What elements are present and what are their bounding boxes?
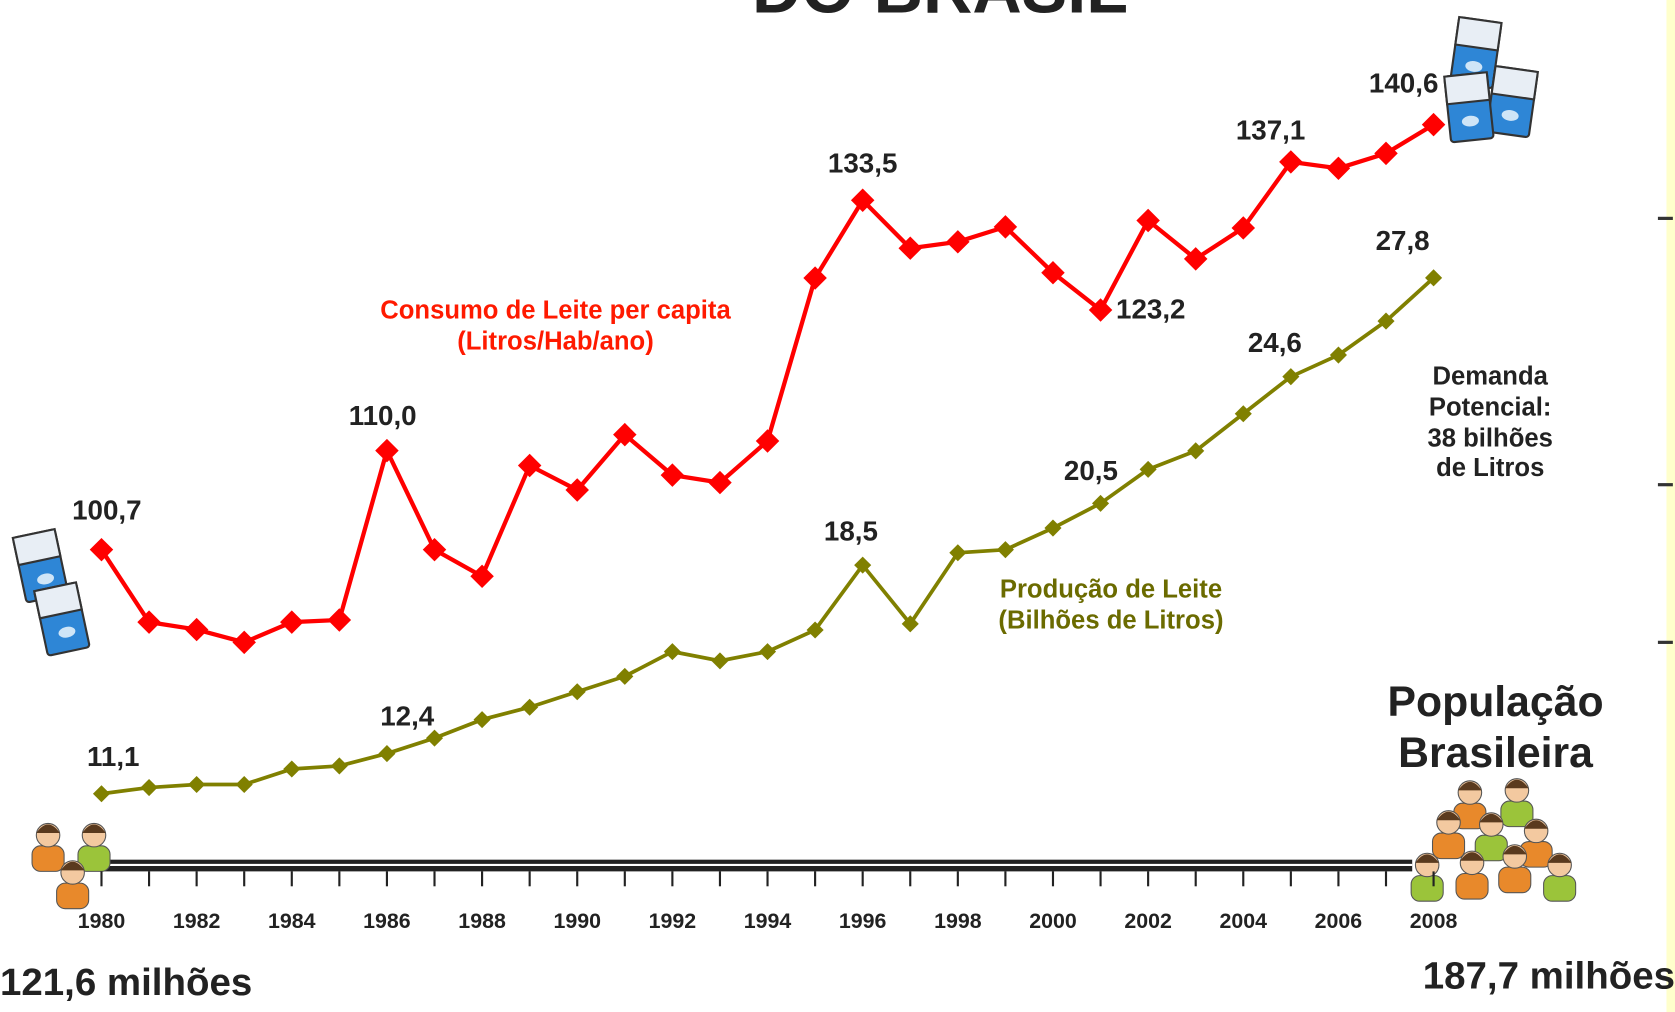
edge-strip <box>1666 0 1675 1012</box>
x-tick-label: 1984 <box>268 909 316 933</box>
value-label: 18,5 <box>824 516 878 547</box>
series-marker <box>711 652 728 669</box>
annotation: Demanda Potencial: 38 bilhões de Litros <box>1373 362 1608 522</box>
x-tick-label: 2008 <box>1410 909 1458 933</box>
annotation: Consumo de Leite per capita (Litros/Hab/… <box>299 296 812 381</box>
people-icons <box>32 779 1576 909</box>
value-label: 140,6 <box>1369 68 1438 99</box>
series-marker <box>141 779 158 796</box>
series-marker <box>90 538 114 561</box>
series-marker <box>232 631 256 654</box>
series-marker <box>521 699 538 716</box>
annotation-text: População Brasileira <box>1335 676 1655 778</box>
series-marker <box>426 730 443 747</box>
chart: DO BRASIL 1980 1982 1984 1986 1988 1990 1992 19… <box>0 0 1675 1012</box>
series-marker <box>803 266 827 289</box>
person-body <box>1433 833 1465 859</box>
milk-icons-left <box>13 529 90 656</box>
annotation: População Brasileira <box>1335 676 1655 793</box>
page: {"chart_data": { "type": "line", "title"… <box>0 0 1675 1012</box>
value-label: 11,1 <box>87 741 139 772</box>
x-tick-label: 2000 <box>1029 909 1077 933</box>
series-marker <box>616 668 633 685</box>
series-marker <box>137 610 161 633</box>
series-marker <box>470 565 494 588</box>
x-tick-label: 1982 <box>173 909 221 933</box>
annotation: 187,7 milhões <box>1333 952 1675 1005</box>
value-label: 100,7 <box>72 495 141 526</box>
x-tick-label: 1990 <box>553 909 601 933</box>
series-marker <box>569 683 586 700</box>
milk-icons-right <box>1444 17 1538 142</box>
series-marker <box>474 711 491 728</box>
series-marker <box>997 541 1014 558</box>
series-marker <box>236 776 253 793</box>
x-tick-label: 1996 <box>839 909 887 933</box>
series-marker <box>185 618 209 641</box>
series-marker <box>93 785 110 802</box>
annotation: Produção de Leite (Bilhões de Litros) <box>940 575 1282 660</box>
value-label: 27,8 <box>1376 225 1430 256</box>
series-marker <box>518 454 542 477</box>
x-tick-label: 1980 <box>78 909 126 933</box>
x-tick-label: 2004 <box>1220 909 1268 933</box>
x-tick-label: 2002 <box>1124 909 1172 933</box>
x-tick-label: 1992 <box>649 909 697 933</box>
series-marker <box>1044 520 1061 537</box>
value-label: 110,0 <box>349 400 417 431</box>
annotation: 121,6 milhões <box>0 959 363 1012</box>
series-marker <box>1422 113 1446 136</box>
person-body <box>57 883 89 909</box>
series-marker <box>328 608 352 631</box>
x-tick-label: 2006 <box>1315 909 1363 933</box>
value-label: 133,5 <box>828 147 897 178</box>
person-body <box>1499 867 1531 893</box>
series-marker <box>375 439 399 462</box>
person-body <box>1456 874 1488 900</box>
value-label: 12,4 <box>380 701 435 732</box>
person-hair <box>82 825 106 834</box>
series-marker <box>1374 142 1398 165</box>
series-marker <box>1327 157 1351 180</box>
series-marker <box>283 760 300 777</box>
series-marker <box>423 538 447 561</box>
annotation-text: Demanda Potencial: 38 bilhões de Litros <box>1373 362 1608 485</box>
person-body <box>32 846 64 872</box>
value-label: 123,2 <box>1116 293 1185 324</box>
value-label: 24,6 <box>1248 327 1302 358</box>
x-tick-label: 1998 <box>934 909 982 933</box>
x-tick-label: 1994 <box>744 909 792 933</box>
series-marker <box>331 757 348 774</box>
series-marker <box>664 643 681 660</box>
series-marker <box>759 643 776 660</box>
person-body <box>1411 876 1443 902</box>
value-label: 137,1 <box>1236 114 1305 145</box>
annotation-text: Produção de Leite (Bilhões de Litros) <box>940 575 1282 636</box>
series-line <box>101 125 1433 643</box>
series-marker <box>280 610 304 633</box>
value-label: 20,5 <box>1064 455 1118 486</box>
series-marker <box>188 776 205 793</box>
person-body <box>1544 876 1576 902</box>
series-marker <box>946 230 970 253</box>
annotation-text: 187,7 milhões <box>1333 952 1675 998</box>
x-tick-label: 1986 <box>363 909 411 933</box>
annotation-text: Consumo de Leite per capita (Litros/Hab/… <box>299 296 812 357</box>
annotation-text: 121,6 milhões <box>0 959 363 1005</box>
person-hair <box>36 825 60 834</box>
series-marker <box>378 745 395 762</box>
chart-title: DO BRASIL <box>752 0 1128 28</box>
x-tick-label: 1988 <box>458 909 506 933</box>
